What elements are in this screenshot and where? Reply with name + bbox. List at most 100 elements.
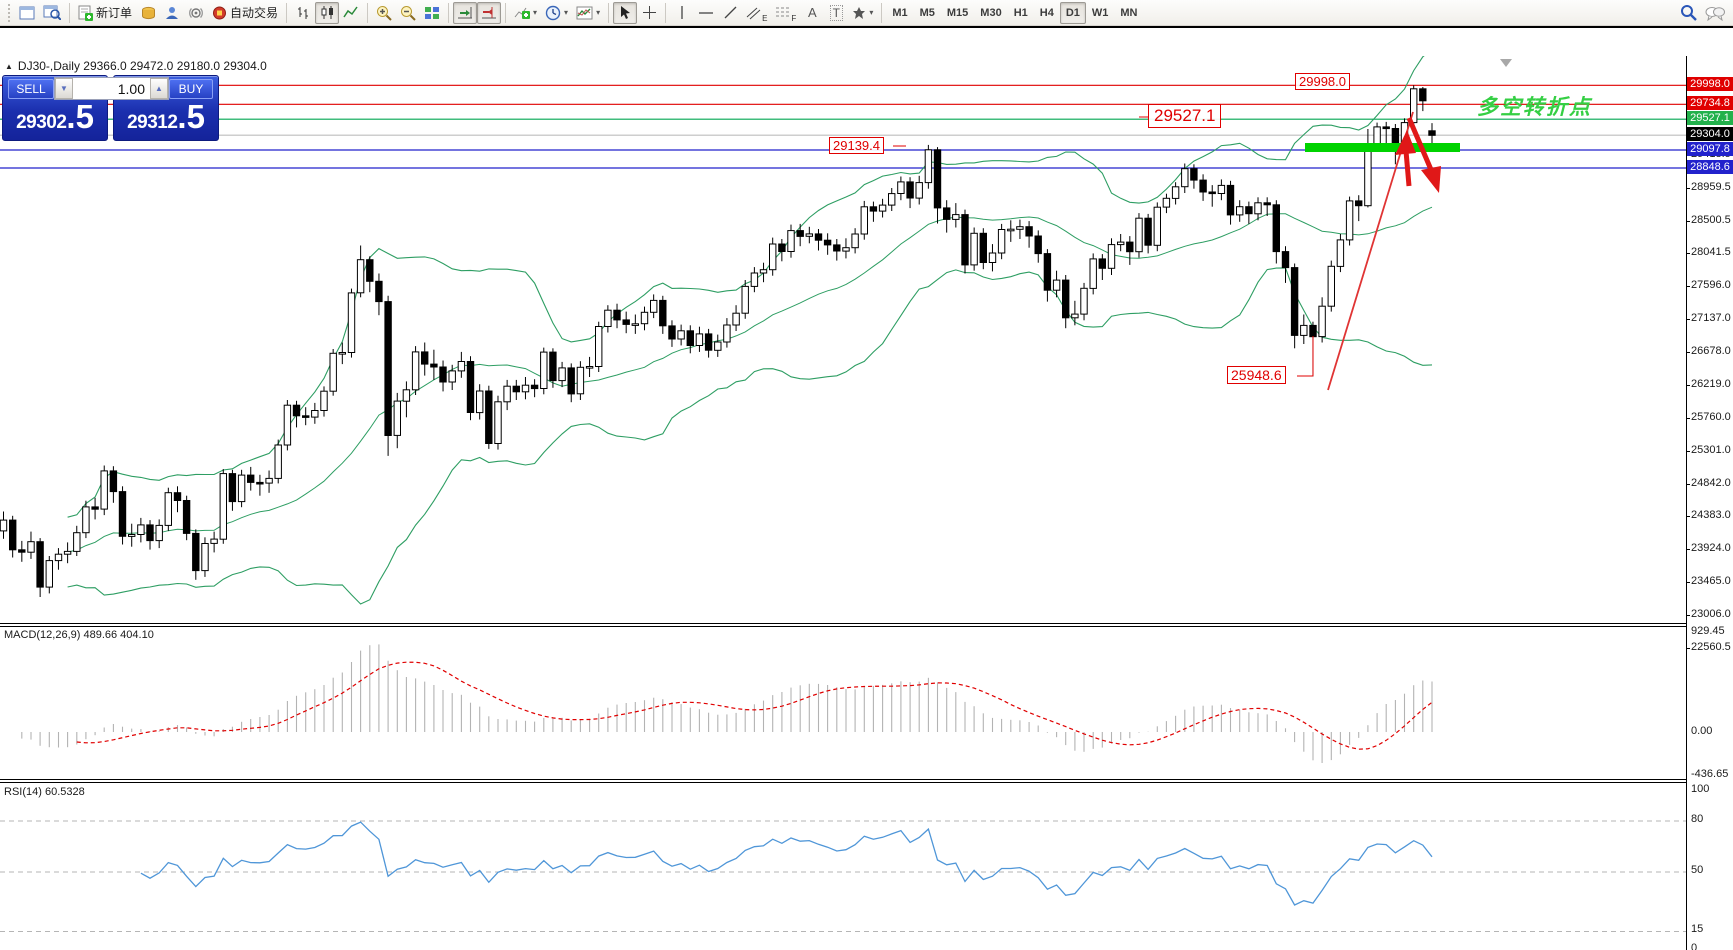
equidistant-channel-button[interactable]: E <box>742 2 771 24</box>
price-tick: 27596.0 <box>1691 279 1731 291</box>
zoom-in-button[interactable] <box>372 2 396 24</box>
bar-chart-button[interactable] <box>291 2 315 24</box>
zoom-out-button[interactable] <box>396 2 420 24</box>
new-order-label: 新订单 <box>96 6 133 20</box>
bollinger-lower-band[interactable] <box>67 267 1433 605</box>
price-tag-29998.0: 29998.0 <box>1687 77 1733 91</box>
rsi-axis-tick: 0 <box>1691 942 1698 950</box>
toolbar: 新订单 自动交易 ▾ <box>0 0 1733 26</box>
toolbar-separator <box>69 2 70 23</box>
price-annotation-25948[interactable]: 25948.6 <box>1227 366 1286 384</box>
sell-label[interactable]: SELL <box>8 79 54 99</box>
macd-signal-line[interactable] <box>76 661 1433 750</box>
timeframe-button-H1[interactable]: H1 <box>1013 6 1028 19</box>
timeframe-button-M5[interactable]: M5 <box>919 6 935 19</box>
pane-divider[interactable] <box>0 779 1686 783</box>
collapse-panel-icon[interactable]: ▲ <box>5 61 13 71</box>
timeframe-button-M1[interactable]: M1 <box>892 6 908 19</box>
cursor-button[interactable] <box>613 1 638 24</box>
candlestick-chart-button[interactable] <box>315 1 340 24</box>
axis-tickmark <box>1686 615 1690 616</box>
line-chart-button[interactable] <box>339 2 363 24</box>
price-annotation-29527[interactable]: 29527.1 <box>1148 104 1222 128</box>
price-annotation-29998[interactable]: 29998.0 <box>1295 73 1350 90</box>
price-tick: 24842.0 <box>1691 477 1731 489</box>
timeframe-button-M30[interactable]: M30 <box>980 6 1002 19</box>
price-tick: 23924.0 <box>1691 542 1731 554</box>
toolbar-separator <box>448 2 450 23</box>
fibo-letter: F <box>791 13 797 23</box>
horizontal-line-button[interactable] <box>694 2 718 24</box>
crosshair-button[interactable] <box>637 2 661 24</box>
timeframe-button-D1[interactable]: D1 <box>1059 1 1086 24</box>
auto-trading-button[interactable]: 自动交易 <box>208 2 282 24</box>
periods-button[interactable]: ▾ <box>541 2 572 24</box>
new-chart-button[interactable] <box>15 2 39 24</box>
toolbar-separator <box>881 2 883 23</box>
bollinger-upper-band[interactable] <box>67 56 1432 518</box>
rsi-chart[interactable] <box>0 783 1686 950</box>
pane-divider[interactable] <box>0 623 1686 627</box>
fibonacci-button[interactable]: F <box>771 2 800 24</box>
price-tag-29304.0: 29304.0 <box>1687 127 1733 141</box>
turning-point-text[interactable]: 多空转折点 <box>1477 96 1592 119</box>
price-tag-28848.6: 28848.6 <box>1687 160 1733 174</box>
price-tag-29527.1: 29527.1 <box>1687 111 1733 125</box>
chart-shift-button[interactable] <box>477 1 502 24</box>
buy-label[interactable]: BUY <box>169 79 213 99</box>
rsi-axis-tick: 15 <box>1691 923 1704 935</box>
price-tick: 28959.5 <box>1691 181 1731 193</box>
chat-icon[interactable] <box>1701 2 1729 24</box>
macd-axis-tick: 929.45 <box>1691 625 1725 637</box>
macd-axis-tick: 0.00 <box>1691 725 1713 737</box>
axis-tickmark <box>1686 352 1690 353</box>
axis-tickmark <box>1686 221 1690 222</box>
history-center-icon[interactable] <box>136 2 160 24</box>
text-button[interactable]: A <box>800 2 824 24</box>
dropdown-arrow-icon: ▾ <box>596 8 601 17</box>
timeframe-button-MN[interactable]: MN <box>1120 6 1138 19</box>
volume-control: ▼ ▲ <box>54 77 169 100</box>
axis-tickmark <box>1686 451 1690 452</box>
label-letter: T <box>829 4 843 21</box>
timeframe-button-H4[interactable]: H4 <box>1039 6 1054 19</box>
toolbar-grip[interactable] <box>7 3 12 22</box>
text-label-button[interactable]: T <box>824 2 848 24</box>
add-indicator-button[interactable]: ▾ <box>510 2 541 24</box>
dropdown-arrow-icon: ▾ <box>869 8 874 17</box>
price-tick: 23465.0 <box>1691 575 1731 587</box>
axis-tickmark <box>1686 648 1690 649</box>
timeframe-button-W1[interactable]: W1 <box>1091 6 1109 19</box>
templates-button[interactable]: ▾ <box>572 2 604 24</box>
chart-profiles-button[interactable] <box>39 2 65 24</box>
volume-increase-button[interactable]: ▲ <box>150 78 168 99</box>
toolbar-separator <box>505 2 507 23</box>
trendline-button[interactable] <box>718 2 742 24</box>
axis-tickmark <box>1686 484 1690 485</box>
arrows-button[interactable]: ▾ <box>848 2 877 24</box>
vertical-line-button[interactable] <box>670 2 694 24</box>
volume-decrease-button[interactable]: ▼ <box>55 78 73 99</box>
rsi-label: RSI(14) 60.5328 <box>4 786 85 798</box>
tile-windows-button[interactable] <box>420 2 444 24</box>
price-tick: 28500.5 <box>1691 214 1731 226</box>
community-icon[interactable] <box>160 2 184 24</box>
signals-icon[interactable] <box>184 2 208 24</box>
axis-tickmark <box>1686 582 1690 583</box>
price-annotation-29139[interactable]: 29139.4 <box>829 137 884 154</box>
rsi-line[interactable] <box>140 821 1433 906</box>
volume-input[interactable] <box>73 78 150 99</box>
dropdown-arrow-icon: ▾ <box>533 8 538 17</box>
axis-tickmark <box>1686 549 1690 550</box>
auto-scroll-button[interactable] <box>453 1 478 24</box>
axis-tickmark <box>1686 418 1690 419</box>
macd-chart[interactable] <box>0 627 1686 779</box>
timeframe-button-M15[interactable]: M15 <box>946 6 969 19</box>
axis-tickmark <box>1686 188 1690 189</box>
new-order-button[interactable]: 新订单 <box>74 2 136 24</box>
price-tag-29097.8: 29097.8 <box>1687 142 1733 156</box>
price-tick: 25301.0 <box>1691 444 1731 456</box>
bollinger-middle-band[interactable] <box>67 206 1433 553</box>
search-icon[interactable] <box>1676 2 1701 24</box>
